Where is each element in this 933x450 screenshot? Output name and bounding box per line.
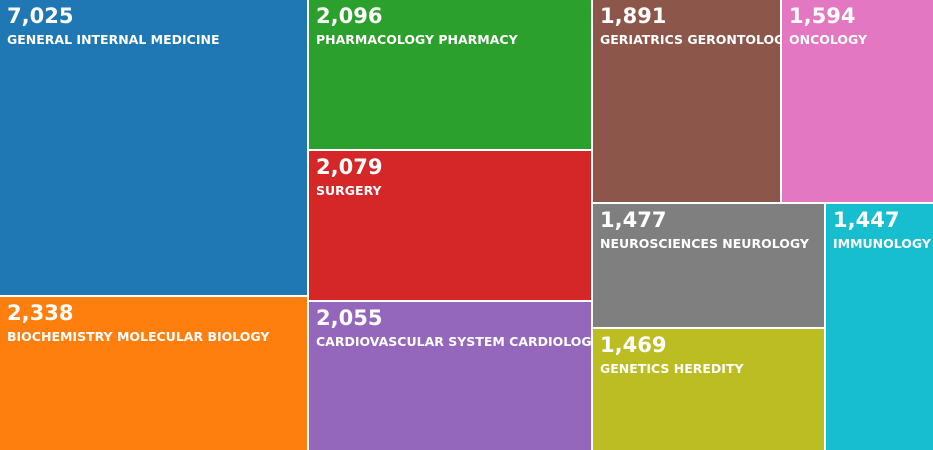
treemap-tile: 1,447 IMMUNOLOGY xyxy=(826,204,933,450)
tile-label: PHARMACOLOGY PHARMACY xyxy=(316,32,518,47)
treemap-tile: 2,079 SURGERY xyxy=(309,151,591,300)
treemap-tile: 1,469 GENETICS HEREDITY xyxy=(593,329,824,450)
tile-label: BIOCHEMISTRY MOLECULAR BIOLOGY xyxy=(7,329,270,344)
tile-label: NEUROSCIENCES NEUROLOGY xyxy=(600,236,809,251)
treemap-tile: 1,477 NEUROSCIENCES NEUROLOGY xyxy=(593,204,824,327)
tile-label: ONCOLOGY xyxy=(789,32,868,47)
tile-label: IMMUNOLOGY xyxy=(833,236,931,251)
treemap-tile: 2,096 PHARMACOLOGY PHARMACY xyxy=(309,0,591,149)
tile-value: 1,891 xyxy=(600,4,667,28)
tile-value: 2,055 xyxy=(316,306,383,330)
tile-label: GENETICS HEREDITY xyxy=(600,361,744,376)
tile-label: CARDIOVASCULAR SYSTEM CARDIOLOGY xyxy=(316,334,591,349)
tile-value: 1,469 xyxy=(600,333,667,357)
tile-value: 7,025 xyxy=(7,4,74,28)
treemap-tile: 1,594 ONCOLOGY xyxy=(782,0,933,202)
treemap-tile: 2,338 BIOCHEMISTRY MOLECULAR BIOLOGY xyxy=(0,297,307,450)
tile-label: GENERAL INTERNAL MEDICINE xyxy=(7,32,220,47)
treemap-tile: 1,891 GERIATRICS GERONTOLOGY xyxy=(593,0,780,202)
tile-value: 1,447 xyxy=(833,208,900,232)
tile-value: 1,594 xyxy=(789,4,856,28)
tile-label: GERIATRICS GERONTOLOGY xyxy=(600,32,780,47)
tile-value: 1,477 xyxy=(600,208,667,232)
tile-value: 2,096 xyxy=(316,4,383,28)
tile-label: SURGERY xyxy=(316,183,382,198)
tile-value: 2,338 xyxy=(7,301,74,325)
tile-value: 2,079 xyxy=(316,155,383,179)
treemap-tile: 7,025 GENERAL INTERNAL MEDICINE xyxy=(0,0,307,295)
treemap-tile: 2,055 CARDIOVASCULAR SYSTEM CARDIOLOGY xyxy=(309,302,591,450)
